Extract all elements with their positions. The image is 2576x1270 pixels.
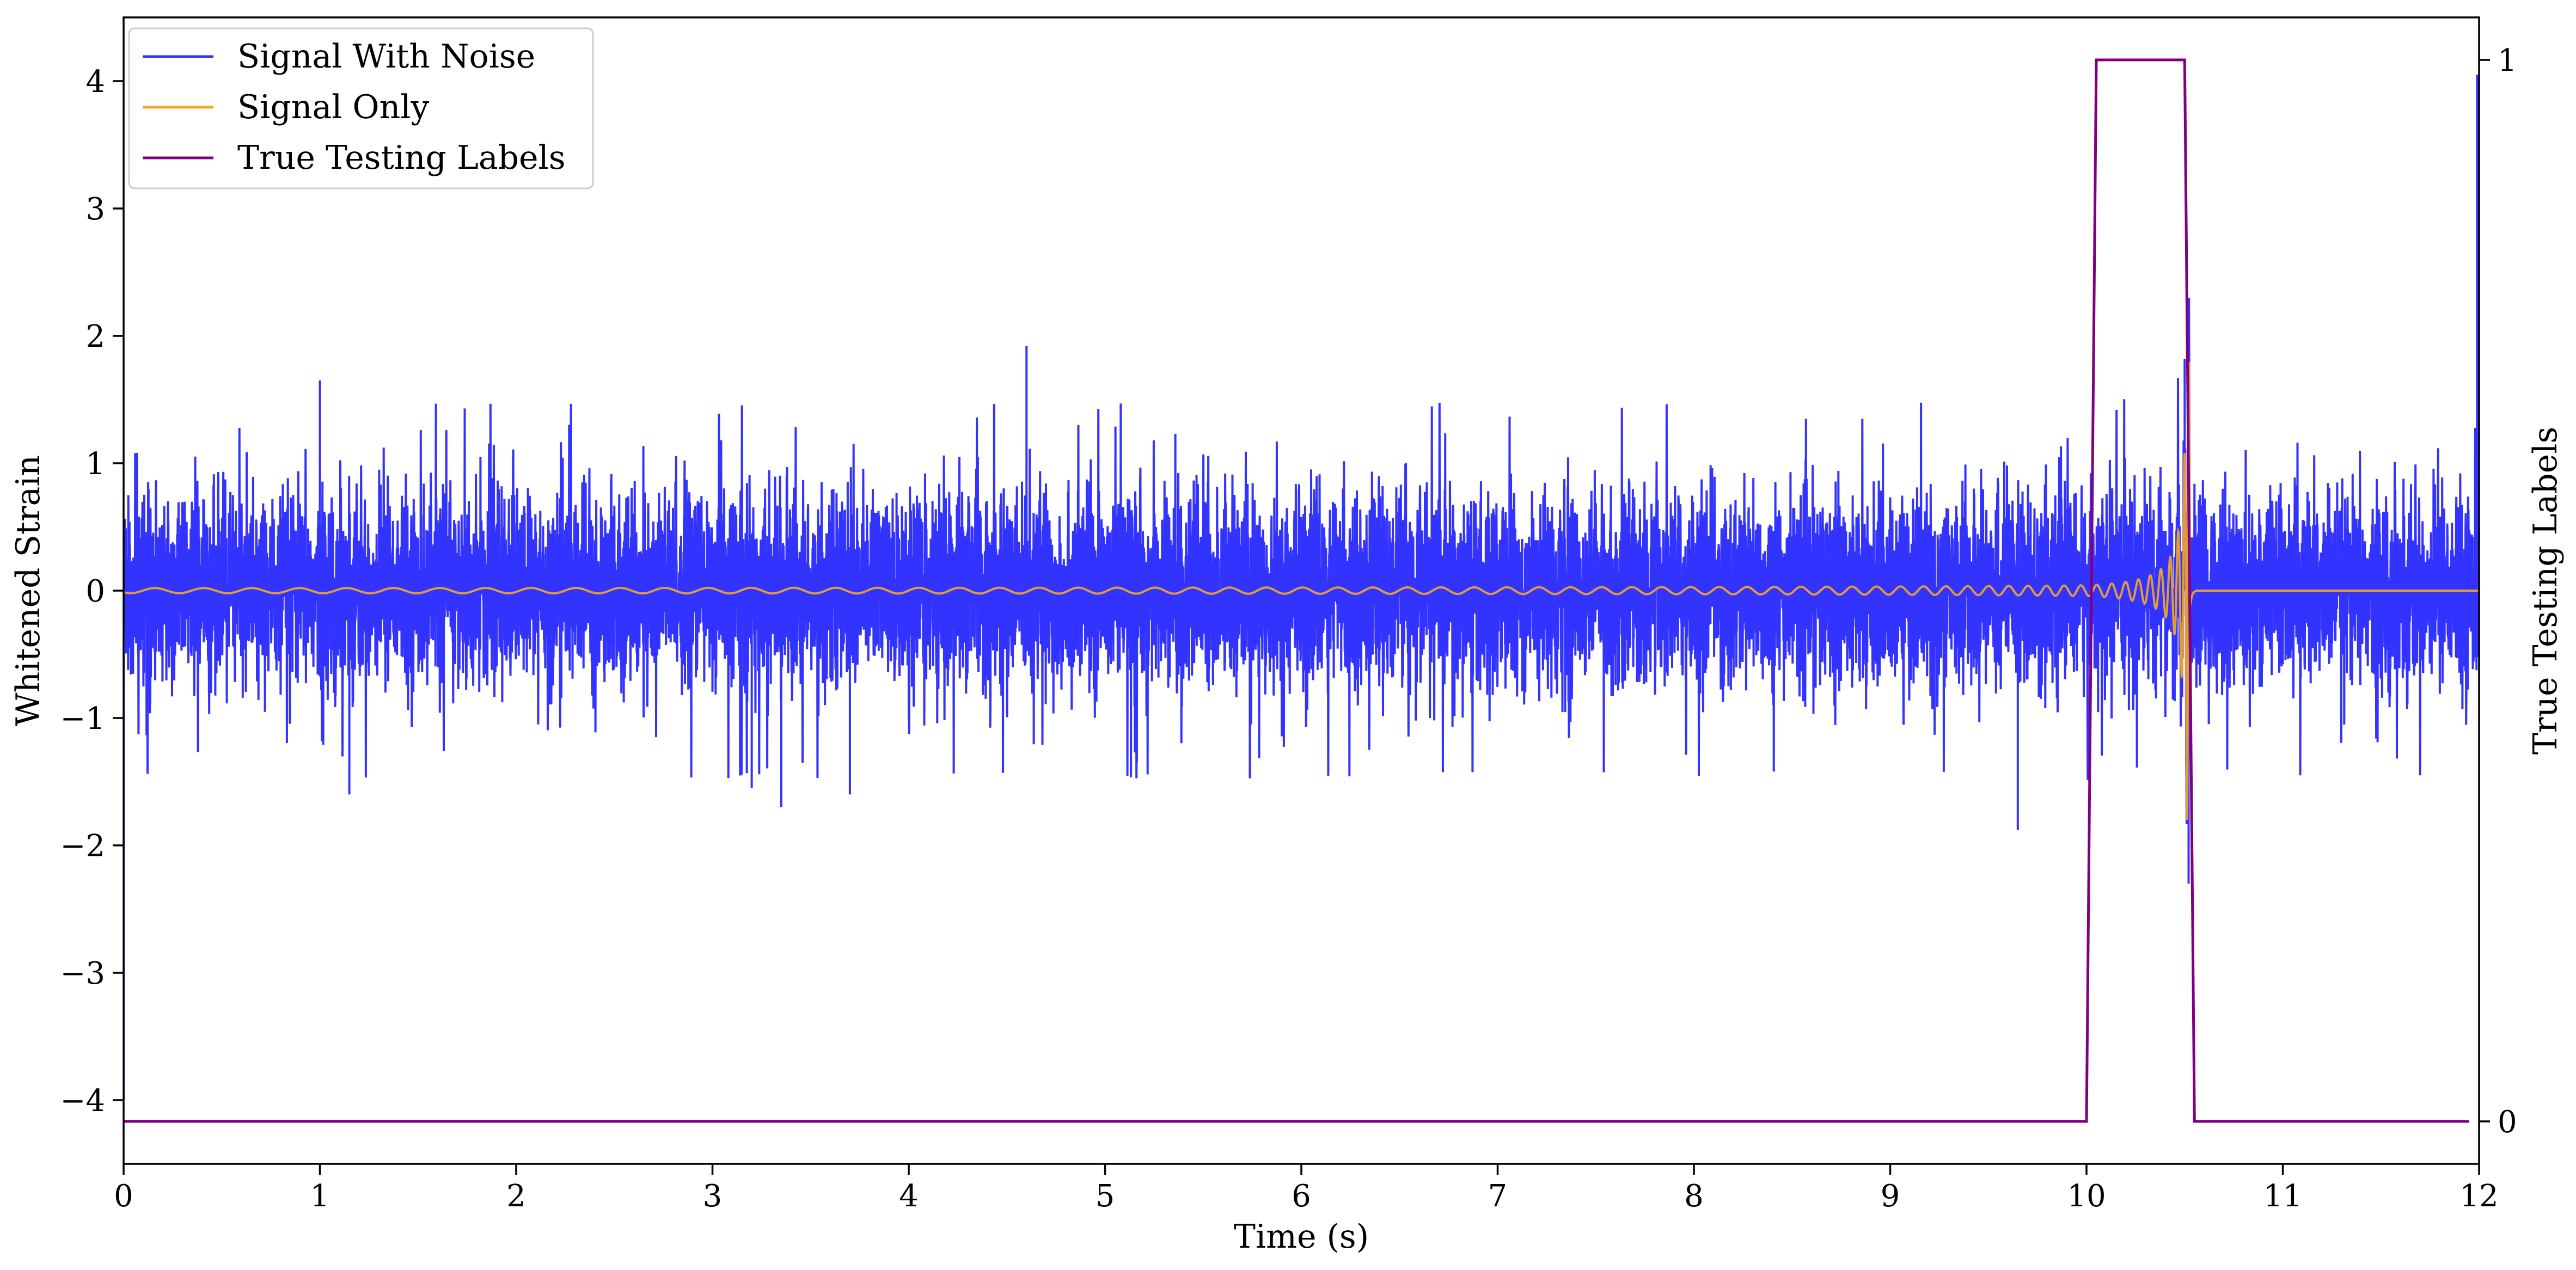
y2-axis-title: True Testing Labels xyxy=(2526,427,2565,755)
y-tick-label: −3 xyxy=(60,956,105,991)
legend-label-true-testing-labels: True Testing Labels xyxy=(237,139,566,177)
y-tick-label: −4 xyxy=(60,1083,105,1119)
y-tick-label: 1 xyxy=(85,446,105,482)
x-tick-label: 12 xyxy=(2459,1179,2498,1214)
x-tick-label: 4 xyxy=(899,1179,919,1214)
x-tick-label: 0 xyxy=(114,1179,133,1214)
x-axis: 0 1 2 3 4 5 6 7 8 9 10 11 12 xyxy=(114,1164,2499,1214)
legend: Signal With Noise Signal Only True Testi… xyxy=(128,27,594,189)
series-signal-only-line xyxy=(124,361,2479,820)
x-tick-label: 9 xyxy=(1881,1179,1900,1214)
x-tick-label: 2 xyxy=(506,1179,526,1214)
plot-area xyxy=(124,58,2479,1123)
y-axis-title: Whitened Strain xyxy=(9,455,47,726)
x-tick-label: 11 xyxy=(2263,1179,2302,1214)
y-tick-label: 2 xyxy=(85,319,105,354)
series-true-testing-labels-line xyxy=(124,58,2469,1123)
y-tick-label: 3 xyxy=(85,192,105,227)
x-tick-label: 1 xyxy=(310,1179,330,1214)
x-tick-label: 7 xyxy=(1488,1179,1508,1214)
legend-label-signal-with-noise: Signal With Noise xyxy=(237,38,535,76)
y2-tick-label: 0 xyxy=(2498,1105,2517,1140)
y-axis-right: 10 xyxy=(2479,43,2517,1140)
legend-label-signal-only: Signal Only xyxy=(237,88,429,126)
x-tick-label: 3 xyxy=(703,1179,723,1214)
y-tick-label: 4 xyxy=(85,64,105,100)
y-axis-left: 4 3 2 1 0 −1 −2 −3 −4 xyxy=(60,64,124,1119)
y2-tick-label: 1 xyxy=(2498,43,2517,78)
y-tick-label: −1 xyxy=(60,701,105,737)
x-tick-label: 6 xyxy=(1292,1179,1311,1214)
y-tick-label: 0 xyxy=(85,574,105,609)
x-tick-label: 5 xyxy=(1096,1179,1115,1214)
x-tick-label: 10 xyxy=(2067,1179,2106,1214)
x-axis-title: Time (s) xyxy=(1234,1218,1369,1256)
legend-box xyxy=(128,27,594,189)
y-tick-label: −2 xyxy=(60,829,105,864)
x-tick-label: 8 xyxy=(1684,1179,1704,1214)
